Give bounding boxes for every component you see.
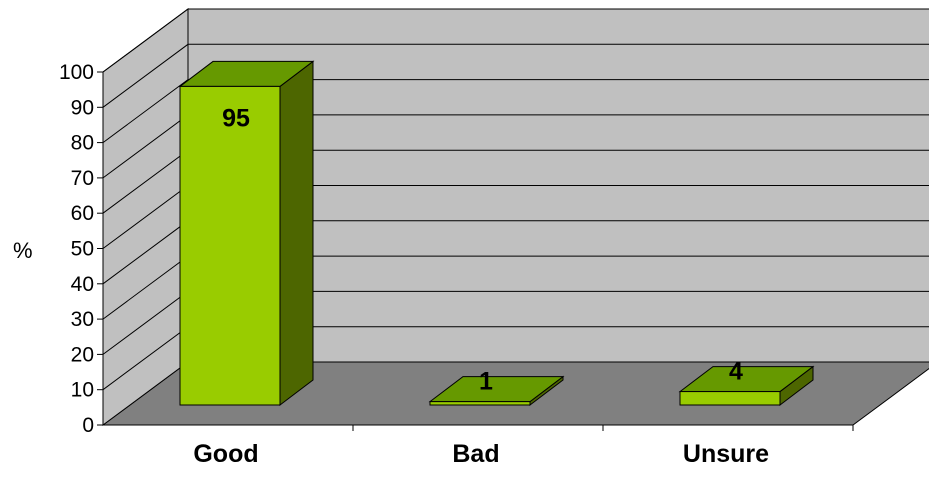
y-tick-label: 30 xyxy=(71,308,94,331)
x-category-label: Unsure xyxy=(683,440,769,468)
bars xyxy=(178,60,815,407)
bar-good xyxy=(178,60,315,407)
x-category-label: Bad xyxy=(452,440,499,468)
bar-front xyxy=(679,391,781,406)
y-tick-label: 0 xyxy=(82,414,94,437)
data-label: 95 xyxy=(222,104,250,132)
labels: 0 10 20 30 40 50 60 70 80 90 100 95 Good 1 Bad 4 Unsure xyxy=(59,61,769,468)
y-tick-label: 10 xyxy=(71,379,94,402)
y-tick-label: 80 xyxy=(71,132,94,155)
bar-bad xyxy=(428,375,565,407)
bar-front xyxy=(429,401,531,406)
y-tick-label: 20 xyxy=(71,343,94,366)
y-tick-label: 50 xyxy=(71,238,94,261)
bar-side xyxy=(279,60,314,407)
bar-front xyxy=(179,85,281,406)
gridline xyxy=(102,8,929,73)
data-label: 4 xyxy=(729,358,743,386)
y-tick-label: 70 xyxy=(71,167,94,190)
y-tick-label: 60 xyxy=(71,202,94,225)
y-tick-label: 40 xyxy=(71,273,94,296)
data-label: 1 xyxy=(479,368,493,396)
axes xyxy=(97,71,854,431)
y-tick-label: 90 xyxy=(71,96,94,119)
bar-unsure xyxy=(678,365,815,407)
gridline xyxy=(102,79,929,144)
x-category-label: Good xyxy=(193,440,258,468)
y-axis-title: % xyxy=(13,238,33,263)
y-tick-label: 100 xyxy=(59,61,94,84)
gridline xyxy=(102,43,929,108)
